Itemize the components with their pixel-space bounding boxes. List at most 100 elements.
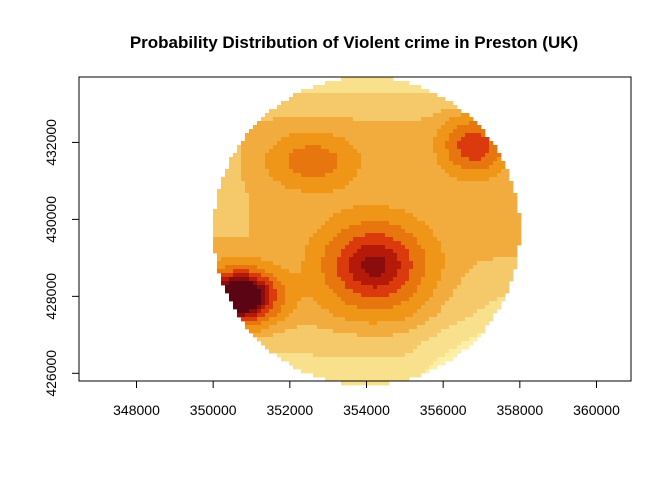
heatmap-cell — [493, 241, 498, 246]
heatmap-cell — [277, 261, 282, 266]
heatmap-cell — [353, 329, 358, 334]
heatmap-cell — [417, 145, 422, 150]
heatmap-cell — [505, 229, 510, 234]
heatmap-cell — [369, 77, 374, 82]
heatmap-cell — [249, 161, 254, 166]
heatmap-cell — [237, 197, 242, 202]
heatmap-cell — [257, 289, 262, 294]
heatmap-cell — [321, 297, 326, 302]
heatmap-cell — [317, 173, 322, 178]
heatmap-cell — [245, 245, 250, 250]
heatmap-cell — [317, 297, 322, 302]
heatmap-cell — [357, 341, 362, 346]
heatmap-cell — [353, 229, 358, 234]
heatmap-cell — [357, 329, 362, 334]
heatmap-cell — [421, 265, 426, 270]
heatmap-cell — [453, 197, 458, 202]
heatmap-cell — [373, 209, 378, 214]
heatmap-cell — [277, 285, 282, 290]
heatmap-cell — [433, 189, 438, 194]
heatmap-cell — [353, 217, 358, 222]
heatmap-cell — [509, 185, 514, 190]
heatmap-cell — [245, 265, 250, 270]
heatmap-cell — [385, 281, 390, 286]
heatmap-cell — [461, 145, 466, 150]
heatmap-cell — [453, 273, 458, 278]
heatmap-cell — [485, 149, 490, 154]
heatmap-cell — [497, 289, 502, 294]
heatmap-cell — [469, 117, 474, 122]
heatmap-cell — [329, 93, 334, 98]
heatmap-cell — [353, 281, 358, 286]
heatmap-cell — [417, 341, 422, 346]
heatmap-cell — [281, 297, 286, 302]
heatmap-cell — [493, 169, 498, 174]
heatmap-cell — [305, 241, 310, 246]
heatmap-cell — [389, 289, 394, 294]
heatmap-cell — [377, 113, 382, 118]
heatmap-cell — [477, 229, 482, 234]
heatmap-cell — [405, 249, 410, 254]
heatmap-cell — [373, 221, 378, 226]
heatmap-cell — [293, 209, 298, 214]
heatmap-cell — [393, 193, 398, 198]
heatmap-cell — [277, 321, 282, 326]
heatmap-cell — [313, 313, 318, 318]
heatmap-cell — [245, 253, 250, 258]
heatmap-cell — [469, 325, 474, 330]
heatmap-cell — [297, 229, 302, 234]
heatmap-cell — [285, 145, 290, 150]
heatmap-cell — [249, 273, 254, 278]
heatmap-cell — [449, 273, 454, 278]
heatmap-cell — [337, 269, 342, 274]
heatmap-cell — [409, 197, 414, 202]
heatmap-cell — [397, 269, 402, 274]
heatmap-cell — [425, 169, 430, 174]
heatmap-cell — [437, 337, 442, 342]
heatmap-cell — [261, 145, 266, 150]
heatmap-cell — [409, 125, 414, 130]
heatmap-cell — [285, 137, 290, 142]
heatmap-cell — [245, 261, 250, 266]
heatmap-cell — [309, 109, 314, 114]
heatmap-cell — [237, 169, 242, 174]
heatmap-cell — [425, 205, 430, 210]
heatmap-cell — [357, 381, 362, 386]
heatmap-cell — [405, 265, 410, 270]
heatmap-cell — [421, 257, 426, 262]
heatmap-cell — [273, 349, 278, 354]
heatmap-cell — [245, 277, 250, 282]
heatmap-cell — [289, 241, 294, 246]
heatmap-cell — [385, 285, 390, 290]
heatmap-cell — [321, 97, 326, 102]
heatmap-cell — [437, 181, 442, 186]
heatmap-cell — [321, 133, 326, 138]
heatmap-cell — [261, 213, 266, 218]
heatmap-cell — [393, 101, 398, 106]
heatmap-cell — [353, 365, 358, 370]
heatmap-cell — [269, 245, 274, 250]
heatmap-cell — [337, 245, 342, 250]
heatmap-cell — [301, 253, 306, 258]
heatmap-cell — [245, 221, 250, 226]
heatmap-cell — [377, 201, 382, 206]
heatmap-cell — [333, 337, 338, 342]
heatmap-cell — [393, 249, 398, 254]
heatmap-cell — [265, 185, 270, 190]
heatmap-cell — [257, 133, 262, 138]
heatmap-cell — [245, 177, 250, 182]
heatmap-cell — [365, 181, 370, 186]
heatmap-cell — [369, 289, 374, 294]
heatmap-cell — [297, 325, 302, 330]
heatmap-cell — [329, 261, 334, 266]
heatmap-cell — [365, 345, 370, 350]
heatmap-cell — [385, 129, 390, 134]
heatmap-cell — [265, 117, 270, 122]
heatmap-cell — [341, 273, 346, 278]
heatmap-cell — [365, 293, 370, 298]
heatmap-cell — [277, 145, 282, 150]
heatmap-cell — [469, 321, 474, 326]
heatmap-cell — [321, 197, 326, 202]
heatmap-cell — [373, 177, 378, 182]
heatmap-cell — [485, 225, 490, 230]
